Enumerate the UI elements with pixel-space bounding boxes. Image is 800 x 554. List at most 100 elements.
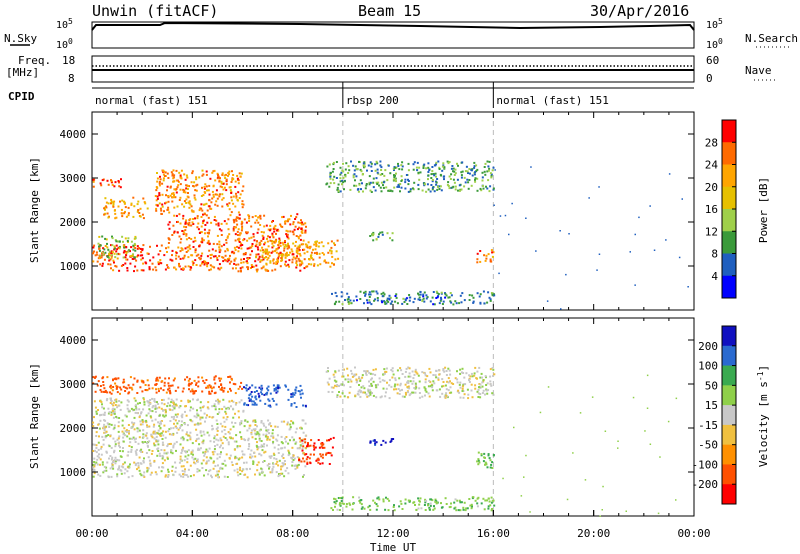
data-cell — [275, 388, 278, 391]
data-cell — [158, 202, 161, 205]
data-cell — [225, 259, 227, 262]
data-cell — [483, 170, 486, 173]
data-cell — [339, 504, 342, 507]
data-cell — [396, 185, 399, 188]
data-cell — [106, 242, 108, 245]
data-cell — [137, 466, 140, 469]
data-cell — [366, 301, 369, 304]
data-cell — [140, 379, 143, 382]
data-cell — [325, 261, 328, 264]
data-cell — [369, 161, 372, 164]
data-cell — [435, 175, 437, 178]
data-cell — [445, 392, 448, 395]
data-cell — [159, 178, 162, 181]
data-cell — [117, 437, 120, 440]
data-cell — [177, 180, 180, 183]
data-cell — [201, 222, 204, 225]
data-cell — [219, 193, 221, 196]
data-cell — [231, 178, 234, 181]
data-cell — [199, 431, 202, 434]
data-cell — [547, 386, 550, 388]
data-cell — [186, 461, 189, 464]
data-cell — [447, 185, 450, 187]
data-cell — [369, 440, 372, 443]
data-cell — [361, 374, 364, 377]
data-cell — [264, 268, 267, 271]
data-cell — [111, 389, 114, 392]
data-cell — [363, 291, 365, 294]
data-cell — [427, 174, 430, 177]
data-cell — [124, 414, 127, 417]
data-cell — [294, 225, 297, 228]
data-cell — [454, 185, 457, 188]
data-cell — [470, 389, 473, 392]
colorbar-tick-label: -200 — [692, 478, 719, 491]
data-cell — [302, 457, 304, 460]
data-cell — [188, 382, 191, 385]
data-cell — [124, 210, 126, 213]
data-cell — [385, 367, 388, 370]
data-cell — [302, 445, 305, 448]
data-cell — [259, 260, 262, 263]
data-cell — [488, 190, 491, 193]
data-cell — [129, 463, 131, 466]
data-cell — [136, 412, 139, 414]
data-cell — [136, 203, 139, 206]
data-cell — [99, 257, 101, 260]
data-cell — [121, 430, 124, 433]
data-cell — [333, 501, 336, 504]
data-cell — [130, 386, 133, 389]
data-cell — [226, 235, 229, 238]
data-cell — [263, 443, 266, 446]
data-cell — [502, 477, 504, 480]
data-cell — [167, 397, 170, 400]
data-cell — [493, 504, 496, 507]
data-cell — [443, 178, 445, 181]
data-cell — [372, 499, 375, 502]
data-cell — [211, 451, 214, 454]
data-cell — [346, 367, 349, 370]
data-cell — [147, 412, 150, 415]
data-cell — [363, 387, 366, 390]
data-cell — [477, 451, 480, 454]
data-cell — [246, 420, 249, 423]
data-cell — [266, 444, 268, 447]
data-cell — [305, 458, 308, 461]
data-cell — [433, 382, 436, 385]
data-cell — [409, 190, 412, 193]
data-cell — [189, 268, 192, 271]
data-cell — [258, 439, 261, 442]
data-cell — [246, 262, 249, 265]
data-cell — [450, 301, 453, 304]
data-cell — [159, 432, 162, 435]
data-cell — [136, 468, 138, 471]
data-cell — [243, 238, 246, 241]
data-cell — [275, 232, 277, 235]
data-cell — [360, 503, 363, 506]
data-cell — [144, 389, 147, 391]
data-cell — [477, 463, 480, 466]
data-cell — [139, 215, 142, 218]
data-cell — [368, 301, 371, 304]
data-cell — [238, 401, 241, 404]
data-cell — [262, 433, 265, 436]
data-cell — [113, 424, 116, 427]
data-cell — [238, 213, 241, 216]
data-cell — [372, 181, 375, 184]
data-cell — [127, 409, 130, 412]
data-cell — [112, 205, 115, 208]
data-cell — [462, 508, 465, 511]
data-cell — [335, 295, 338, 298]
data-cell — [399, 190, 401, 193]
data-cell — [168, 389, 171, 392]
data-cell — [268, 466, 271, 468]
data-cell — [192, 474, 195, 477]
data-cell — [460, 188, 463, 191]
data-cell — [194, 259, 197, 262]
data-cell — [237, 387, 240, 390]
data-cell — [256, 441, 258, 444]
data-cell — [302, 223, 305, 226]
data-cell — [387, 300, 390, 303]
data-cell — [382, 498, 385, 501]
data-cell — [278, 240, 281, 243]
